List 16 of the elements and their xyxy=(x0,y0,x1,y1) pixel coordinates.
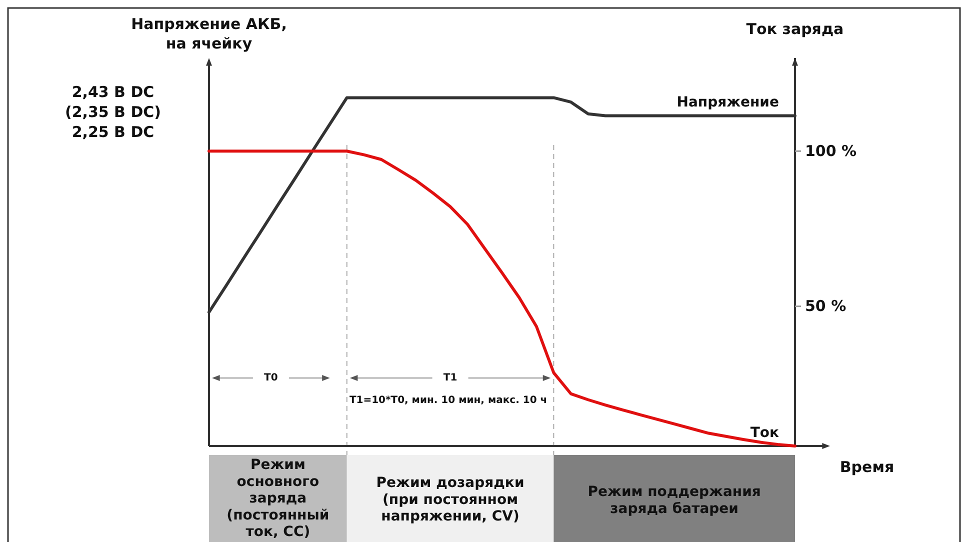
text: Режим дозарядки (при постоянном напряжении, CV) xyxy=(376,475,524,525)
text: Режим основного заряда (постоянный ток, CC) xyxy=(226,457,330,540)
text: (2,35 В DC) xyxy=(64,103,162,121)
text: Режим поддержания заряда батареи xyxy=(588,484,761,517)
annotation: T1 xyxy=(443,372,458,384)
text: 2,25 В DC xyxy=(72,123,154,141)
series-label: Ток xyxy=(750,425,780,441)
series-label: Напряжение xyxy=(676,94,779,111)
y-tick-label: 100 % xyxy=(805,142,857,160)
y2-axis-title: Ток заряда xyxy=(746,20,844,38)
x-axis-title: Время xyxy=(840,458,894,476)
annotation: T0 xyxy=(264,372,278,384)
y-axis-title: Напряжение АКБ, на ячейку xyxy=(131,15,287,52)
annotation: T1=10*T0, мин. 10 мин, макс. 10 ч xyxy=(349,395,548,406)
y-tick-label: 50 % xyxy=(805,297,846,316)
text: 2,43 В DC xyxy=(72,83,154,101)
